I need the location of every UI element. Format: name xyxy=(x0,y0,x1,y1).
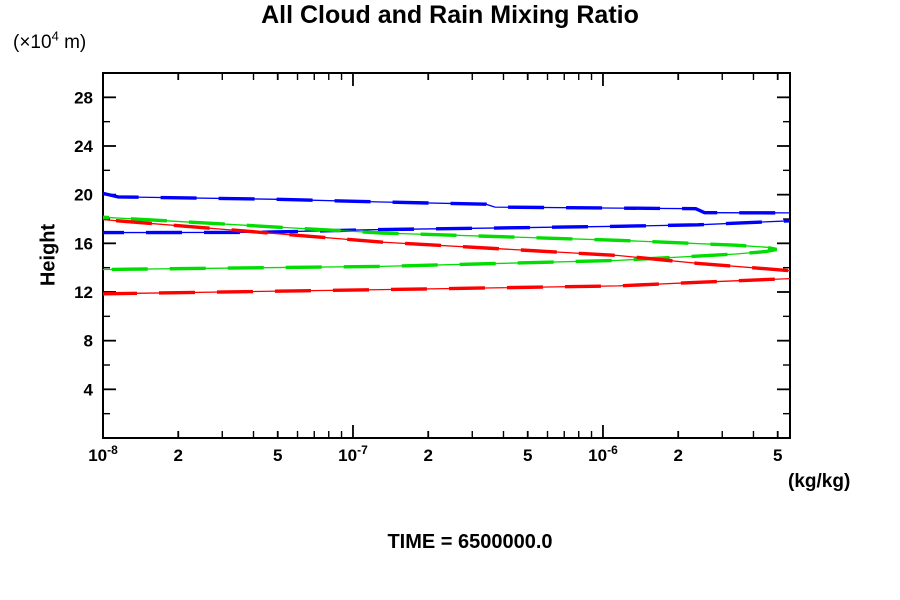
x-tick-label: 10-7 xyxy=(338,443,368,465)
y-tick-label: 16 xyxy=(74,234,93,253)
x-tick-label: 5 xyxy=(523,446,532,465)
series-dash-green-loop xyxy=(102,215,777,272)
y-tick-label: 28 xyxy=(74,88,93,107)
series-dash-blue-lower-branch xyxy=(102,219,791,235)
y-tick-label: 24 xyxy=(74,137,93,156)
time-label: TIME = 6500000.0 xyxy=(387,531,553,553)
x-axis-unit-label: (kg/kg) xyxy=(788,471,851,492)
y-tick-label: 8 xyxy=(84,332,93,351)
series-line-red-lower-branch xyxy=(102,277,791,295)
axis-frame xyxy=(102,72,791,439)
chart-title: All Cloud and Rain Mixing Ratio xyxy=(261,1,639,29)
x-tick-label: 2 xyxy=(424,446,433,465)
y-tick-label: 20 xyxy=(74,186,93,205)
x-tick-label: 2 xyxy=(673,446,682,465)
x-tick-label: 10-8 xyxy=(88,443,118,465)
x-tick-label: 2 xyxy=(174,446,183,465)
y-unit-superscript: 4 xyxy=(51,28,59,44)
series-dash-red-upper-branch xyxy=(102,217,791,273)
series-dash-red-lower-branch xyxy=(102,276,791,296)
x-tick-label: 5 xyxy=(773,446,782,465)
y-tick-label: 4 xyxy=(84,380,94,399)
series-dash-blue-upper-branch xyxy=(102,191,791,215)
y-unit-prefix: (×10 xyxy=(13,32,52,53)
x-tick-label: 10-6 xyxy=(588,443,618,465)
y-axis-unit-label: (×104 m) xyxy=(13,28,87,54)
x-tick-label: 5 xyxy=(273,446,282,465)
y-unit-suffix: m) xyxy=(58,32,87,53)
y-tick-label: 12 xyxy=(74,283,93,302)
